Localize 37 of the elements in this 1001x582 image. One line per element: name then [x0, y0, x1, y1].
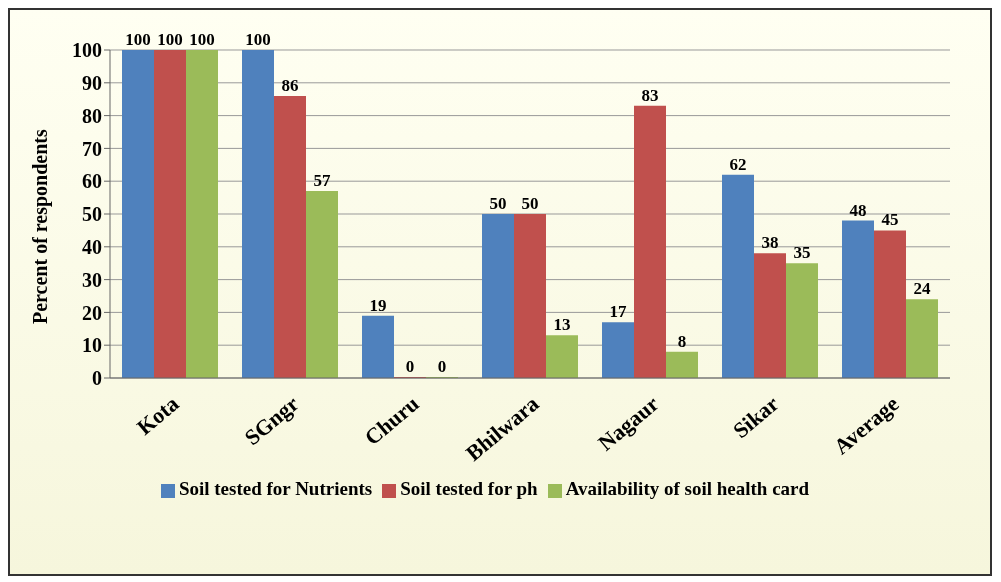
data-label: 100	[157, 30, 183, 49]
y-tick-label: 0	[92, 367, 102, 390]
x-tick-label: Kota	[131, 390, 184, 440]
y-tick-label: 100	[72, 39, 102, 62]
y-tick-label: 30	[82, 268, 102, 291]
data-label: 50	[489, 194, 507, 213]
data-label: 13	[553, 315, 571, 335]
data-label: 0	[405, 357, 415, 376]
data-label: 35	[793, 243, 811, 263]
data-label: 50	[521, 194, 539, 213]
data-label: 38	[761, 233, 779, 253]
legend-label: Availability of soil health card	[565, 478, 810, 499]
y-axis-title: Percent of respondents	[29, 128, 53, 324]
data-label: 17	[609, 302, 627, 322]
legend-label: Soil tested for ph	[400, 478, 538, 499]
legend-label: Soil tested for Nutrients	[178, 478, 373, 499]
data-label: 19	[369, 295, 387, 315]
y-tick-label: 90	[82, 71, 102, 94]
data-label: 86	[281, 75, 299, 95]
y-tick-label: 80	[82, 104, 102, 127]
data-label: 100	[189, 30, 215, 49]
data-label: 100	[245, 30, 271, 49]
data-label: 0	[437, 357, 447, 376]
data-label: 45	[881, 210, 899, 230]
y-tick-label: 40	[82, 235, 102, 258]
data-label: 62	[729, 154, 747, 174]
data-label: 57	[313, 171, 331, 191]
y-tick-label: 20	[82, 301, 102, 324]
y-tick-label: 60	[82, 170, 102, 193]
data-label: 24	[913, 279, 931, 299]
data-label: 83	[641, 85, 659, 105]
y-tick-label: 50	[82, 203, 102, 226]
data-label: 100	[125, 30, 151, 49]
y-tick-label: 10	[82, 334, 102, 357]
y-tick-label: 70	[82, 137, 102, 160]
data-label: 8	[677, 331, 687, 351]
data-label: 48	[849, 200, 867, 220]
